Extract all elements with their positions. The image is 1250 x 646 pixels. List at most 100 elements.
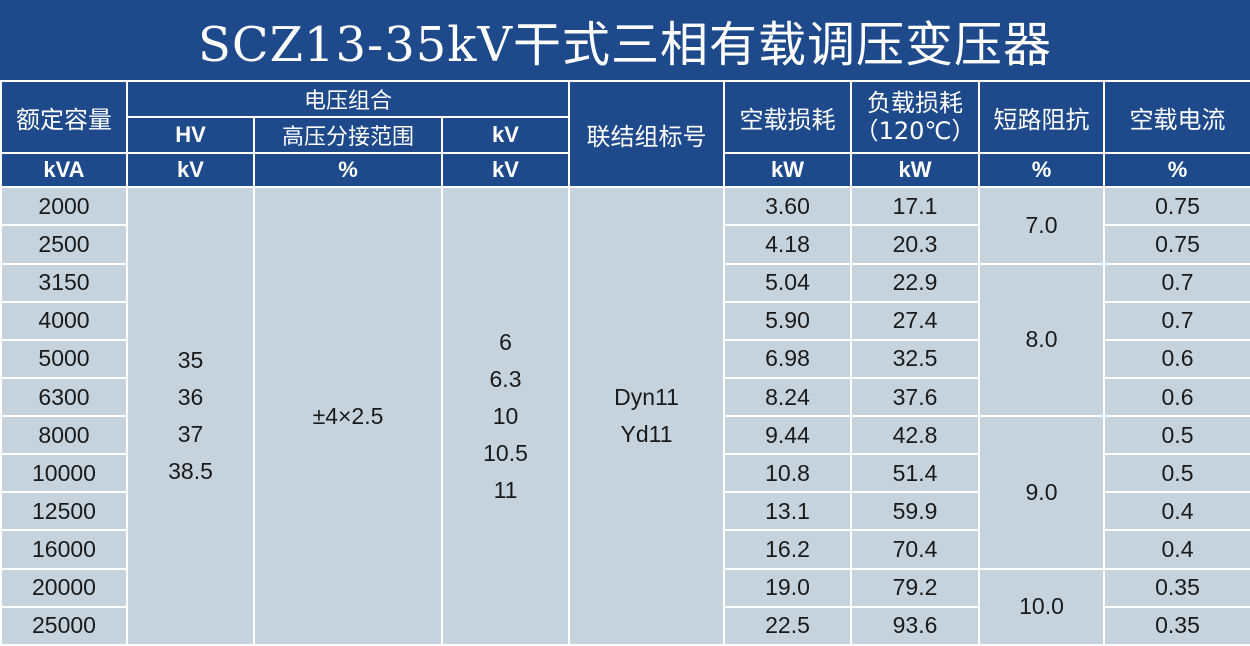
load-loss-cell: 70.4 xyxy=(850,529,981,570)
current-cell: 0.4 xyxy=(1103,491,1250,532)
table-row: 2000 35 36 37 38.5 ±4×2.5 6 6.3 10 10.5 … xyxy=(0,186,1250,646)
header-load-loss-line2: （120℃） xyxy=(854,117,976,146)
no-load-loss-cell: 22.5 xyxy=(723,605,853,646)
no-load-loss-cell: 9.44 xyxy=(723,415,853,456)
load-loss-cell: 93.6 xyxy=(850,605,981,646)
unit-hv: kV xyxy=(126,152,255,189)
hv-value: 36 xyxy=(177,384,204,411)
current-cell: 0.4 xyxy=(1103,529,1250,570)
table-row: 25000 22.5 93.6 0.35 xyxy=(0,605,1250,646)
no-load-loss-cell: 6.98 xyxy=(723,338,853,379)
capacity-cell: 3150 xyxy=(0,262,128,303)
connection-group-cell: Dyn11 Yd11 xyxy=(568,186,726,646)
no-load-loss-cell: 5.04 xyxy=(723,262,853,303)
header-load-loss: 负载损耗 （120℃） xyxy=(850,79,981,155)
unit-no-load-loss: kW xyxy=(723,152,853,189)
lv-values-cell: 6 6.3 10 10.5 11 xyxy=(440,186,571,646)
unit-current: % xyxy=(1103,152,1250,189)
no-load-loss-cell: 19.0 xyxy=(723,567,853,608)
capacity-cell: 2000 xyxy=(0,186,128,227)
unit-load-loss: kW xyxy=(850,152,981,189)
page-title: SCZ13-35kV干式三相有载调压变压器 xyxy=(0,0,1250,80)
unit-capacity: kVA xyxy=(0,152,128,189)
table-row: 6300 8.24 37.6 0.6 xyxy=(0,376,1250,418)
hv-value: 38.5 xyxy=(168,458,213,485)
header-short-circuit-impedance: 短路阻抗 xyxy=(978,79,1106,155)
unit-tap: % xyxy=(253,152,443,189)
header-rated-capacity: 额定容量 xyxy=(0,79,128,155)
lv-value: 6 xyxy=(499,328,512,355)
capacity-cell: 12500 xyxy=(0,491,128,532)
table-row: 2500 4.18 20.3 0.75 xyxy=(0,224,1250,265)
capacity-cell: 6300 xyxy=(0,376,128,418)
load-loss-cell: 17.1 xyxy=(850,186,981,227)
table-row: 5000 6.98 32.5 0.6 xyxy=(0,338,1250,379)
current-cell: 0.5 xyxy=(1103,415,1250,456)
table-row: 4000 5.90 27.4 0.7 xyxy=(0,300,1250,341)
table-row: 3150 5.04 22.9 8.0 0.7 xyxy=(0,262,1250,418)
header-hv: HV xyxy=(126,116,255,155)
current-cell: 0.7 xyxy=(1103,262,1250,303)
current-cell: 0.5 xyxy=(1103,453,1250,494)
capacity-cell: 8000 xyxy=(0,415,128,456)
current-cell: 0.35 xyxy=(1103,605,1250,646)
current-cell: 0.6 xyxy=(1103,338,1250,379)
unit-impedance: % xyxy=(978,152,1106,189)
impedance-cell: 10.0 xyxy=(978,567,1106,646)
capacity-cell: 25000 xyxy=(0,605,128,646)
no-load-loss-cell: 10.8 xyxy=(723,453,853,494)
header-hv-tap-range: 高压分接范围 xyxy=(253,116,443,155)
header-connection-group: 联结组标号 xyxy=(568,79,726,189)
load-loss-cell: 37.6 xyxy=(850,376,981,418)
header-lv: kV xyxy=(440,116,571,155)
header-voltage-combination: 电压组合 xyxy=(125,79,571,119)
load-loss-cell: 79.2 xyxy=(850,567,981,608)
hv-value: 37 xyxy=(177,421,204,448)
current-cell: 0.75 xyxy=(1103,186,1250,227)
no-load-loss-cell: 5.90 xyxy=(723,300,853,341)
current-cell: 0.75 xyxy=(1103,224,1250,265)
load-loss-cell: 59.9 xyxy=(850,491,981,532)
impedance-cell: 9.0 xyxy=(978,415,1106,570)
load-loss-cell: 27.4 xyxy=(850,300,981,341)
no-load-loss-cell: 8.24 xyxy=(723,376,853,418)
lv-value: 10.5 xyxy=(483,439,528,466)
table-row: 12500 13.1 59.9 0.4 xyxy=(0,491,1250,532)
current-cell: 0.35 xyxy=(1103,567,1250,608)
capacity-cell: 16000 xyxy=(0,529,128,570)
load-loss-cell: 32.5 xyxy=(850,338,981,379)
lv-value: 11 xyxy=(493,476,518,503)
connection-group-value: Dyn11 xyxy=(614,384,679,411)
no-load-loss-cell: 4.18 xyxy=(723,224,853,265)
unit-lv: kV xyxy=(440,152,571,189)
connection-group-value: Yd11 xyxy=(620,421,673,448)
impedance-cell: 7.0 xyxy=(978,186,1106,265)
header-load-loss-line1: 负载损耗 xyxy=(867,89,964,118)
header-no-load-loss: 空载损耗 xyxy=(723,79,853,155)
current-cell: 0.6 xyxy=(1103,376,1250,418)
impedance-cell: 8.0 xyxy=(978,262,1106,418)
tap-range-cell: ±4×2.5 xyxy=(253,186,443,646)
hv-values-cell: 35 36 37 38.5 xyxy=(126,186,255,646)
load-loss-cell: 22.9 xyxy=(850,262,981,303)
capacity-cell: 4000 xyxy=(0,300,128,341)
load-loss-cell: 51.4 xyxy=(850,453,981,494)
header-no-load-current: 空载电流 xyxy=(1103,79,1250,155)
capacity-cell: 10000 xyxy=(0,453,128,494)
capacity-cell: 20000 xyxy=(0,567,128,608)
hv-value: 35 xyxy=(177,347,204,374)
current-cell: 0.7 xyxy=(1103,300,1250,341)
table-row: 10000 10.8 51.4 0.5 xyxy=(0,453,1250,494)
capacity-cell: 5000 xyxy=(0,338,128,379)
no-load-loss-cell: 3.60 xyxy=(723,186,853,227)
table-row: 20000 19.0 79.2 10.0 0.35 xyxy=(0,567,1250,646)
lv-value: 6.3 xyxy=(489,365,522,392)
capacity-cell: 2500 xyxy=(0,224,128,265)
table-row: 16000 16.2 70.4 0.4 xyxy=(0,529,1250,570)
spec-table: 额定容量 电压组合 联结组标号 空载损耗 负载损耗 （120℃） 短路阻抗 空载… xyxy=(0,79,1250,646)
no-load-loss-cell: 16.2 xyxy=(723,529,853,570)
lv-value: 10 xyxy=(492,402,519,429)
load-loss-cell: 20.3 xyxy=(850,224,981,265)
table-row: 8000 9.44 42.8 9.0 0.5 xyxy=(0,415,1250,570)
load-loss-cell: 42.8 xyxy=(850,415,981,456)
